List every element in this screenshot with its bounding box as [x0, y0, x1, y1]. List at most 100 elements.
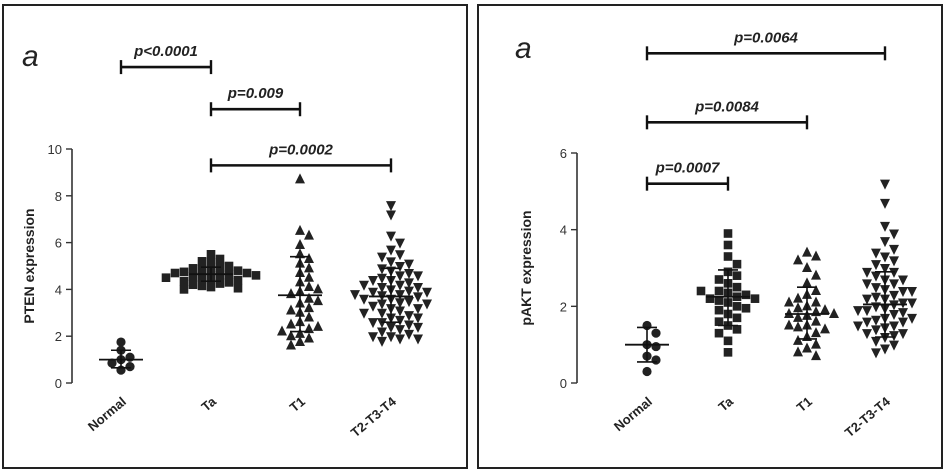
data-point — [862, 267, 872, 278]
data-point — [732, 271, 742, 280]
y-tick-label: 4 — [55, 282, 62, 297]
data-point — [880, 264, 890, 274]
data-point — [286, 304, 296, 315]
data-point — [732, 259, 742, 269]
data-point — [188, 264, 198, 273]
data-point — [907, 287, 917, 297]
data-point — [889, 229, 899, 240]
data-point — [179, 267, 189, 277]
data-point — [404, 297, 414, 308]
data-point — [714, 317, 724, 326]
data-point — [880, 252, 890, 263]
data-point — [820, 304, 830, 315]
data-point — [395, 315, 405, 326]
data-point — [862, 294, 872, 305]
data-point — [889, 267, 899, 278]
data-point — [880, 344, 890, 355]
data-point — [871, 271, 881, 282]
data-point — [404, 278, 414, 289]
data-point — [404, 286, 414, 297]
data-point — [880, 237, 890, 248]
data-point — [723, 240, 733, 250]
data-point — [386, 245, 396, 256]
data-point — [233, 275, 243, 285]
p-value-label: p=0.0002 — [268, 141, 333, 158]
data-point — [368, 301, 378, 312]
data-point — [206, 258, 216, 267]
data-point — [295, 238, 305, 249]
data-point — [714, 275, 724, 284]
data-point — [404, 311, 414, 322]
data-point — [395, 250, 405, 261]
data-point — [880, 198, 890, 209]
data-point — [188, 272, 198, 281]
pten-scatter-chart: a 0 2 4 6 8 10 PTEN expression Normal Ta T1 T2-T3-T… — [21, 40, 432, 440]
data-point — [206, 282, 216, 292]
data-point — [413, 304, 423, 315]
data-point — [907, 298, 917, 309]
data-point — [107, 358, 117, 368]
data-point — [871, 336, 881, 347]
data-point — [313, 295, 323, 306]
data-point — [359, 294, 369, 305]
data-point — [197, 257, 207, 266]
data-point — [889, 244, 899, 255]
data-point — [811, 327, 821, 338]
data-point — [811, 338, 821, 349]
data-point — [793, 254, 803, 265]
data-point — [313, 320, 323, 331]
data-point — [304, 281, 314, 292]
data-point — [802, 342, 812, 353]
data-point — [811, 285, 821, 295]
data-point — [889, 331, 899, 342]
data-point — [215, 254, 225, 264]
data-point — [811, 315, 821, 326]
data-point — [853, 321, 863, 332]
data-point — [233, 283, 243, 293]
data-point — [723, 229, 733, 238]
p-value-label: p=0.0064 — [733, 29, 798, 46]
data-point — [413, 271, 423, 282]
p-value-label: p=0.009 — [227, 85, 284, 102]
data-point — [116, 337, 126, 347]
data-point — [862, 279, 872, 290]
data-point — [377, 318, 387, 329]
data-point — [359, 308, 369, 319]
data-point — [793, 302, 803, 313]
data-point — [368, 276, 378, 287]
p-value-label: p=0.0007 — [655, 160, 720, 177]
data-point — [413, 292, 423, 303]
data-point — [251, 271, 261, 280]
data-point — [422, 287, 432, 298]
data-point — [714, 286, 724, 296]
data-point — [377, 273, 387, 284]
data-point — [723, 336, 733, 346]
y-tick-label: 8 — [55, 189, 62, 204]
data-point — [820, 323, 830, 334]
data-point — [197, 281, 207, 291]
data-point — [206, 250, 216, 259]
data-point — [889, 300, 899, 311]
data-point — [871, 283, 881, 294]
data-point — [732, 282, 742, 292]
category-label: T1 — [287, 394, 308, 415]
data-point — [395, 280, 405, 291]
data-point — [304, 302, 314, 313]
data-point — [898, 275, 908, 286]
data-point — [413, 334, 423, 345]
data-point — [304, 252, 314, 263]
data-point — [304, 292, 314, 303]
data-point — [889, 310, 899, 320]
data-point — [750, 294, 760, 303]
data-point — [368, 287, 378, 298]
data-point — [295, 224, 305, 235]
data-point — [215, 271, 225, 280]
data-point — [871, 348, 881, 359]
data-point — [295, 248, 305, 259]
data-point — [377, 308, 387, 319]
data-point — [395, 290, 405, 301]
data-point — [386, 257, 396, 268]
p-value-label: p<0.0001 — [133, 43, 198, 60]
y-tick-label: 6 — [560, 146, 567, 161]
data-point — [386, 332, 396, 343]
